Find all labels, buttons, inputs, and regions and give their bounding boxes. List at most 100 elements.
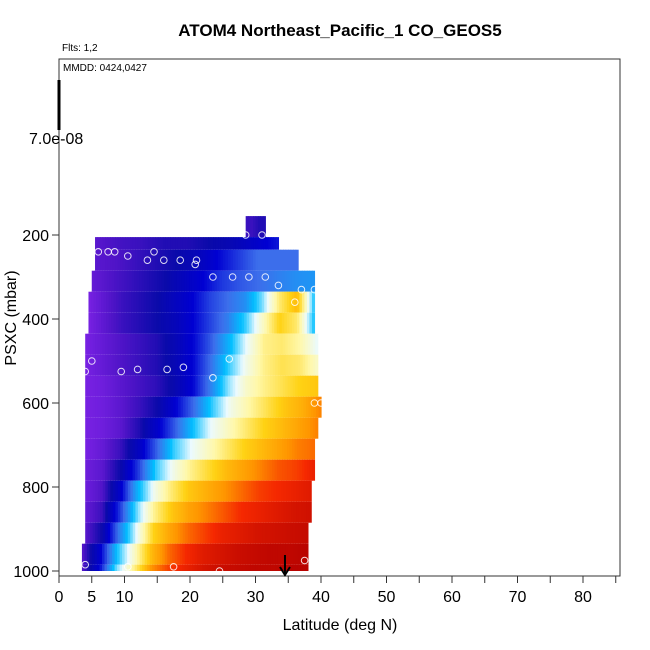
heatmap-cell [159,564,163,571]
heatmap-cell [162,564,166,571]
heatmap-cell [289,459,293,481]
heatmap-cell [145,417,149,439]
heatmap-cell [281,291,285,313]
heatmap-cell [105,249,109,271]
heatmap-cell [117,249,121,271]
heatmap-cell [92,522,96,544]
heatmap-cell [250,396,254,418]
heatmap-cell [222,333,226,355]
heatmap-cell [249,438,253,460]
heatmap-cell [122,480,126,502]
heatmap-cell [170,333,174,355]
heatmap-cell [207,459,211,481]
heatmap-cell [195,249,199,271]
heatmap-cell [122,438,126,460]
heatmap-cell [127,333,131,355]
heatmap-cell [248,396,252,418]
heatmap-cell [307,417,311,439]
heatmap-cell [220,522,224,544]
heatmap-cell [266,270,271,292]
heatmap-cell [297,375,301,397]
heatmap-cell [265,375,269,397]
heatmap-cell [232,354,236,376]
heatmap-cell [253,501,257,523]
heatmap-cell [240,249,244,271]
heatmap-cell [130,438,134,460]
heatmap-cell [90,333,94,355]
heatmap-cell [120,396,124,418]
heatmap-cell [127,501,131,523]
heatmap-cell [301,270,306,292]
y-axis-label: PSXC (mbar) [3,270,20,365]
heatmap-cell [120,522,124,544]
heatmap-cell [163,312,167,334]
heatmap-cell [192,249,196,271]
heatmap-cell [191,291,195,313]
heatmap-cell [207,249,211,271]
heatmap-cell [240,375,244,397]
heatmap-cell [245,501,249,523]
heatmap-cell [275,354,279,376]
heatmap-cell [147,354,151,376]
heatmap-cell [265,501,270,523]
heatmap-cell [270,564,274,571]
heatmap-cell [260,375,264,397]
heatmap-cell [180,354,184,376]
heatmap-cell [214,459,218,481]
heatmap-cell [215,480,219,502]
heatmap-cell [294,312,298,334]
heatmap-cell [134,564,138,571]
heatmap-cell [125,354,129,376]
data-point-marker [300,556,309,565]
heatmap-cell [99,270,103,292]
heatmap-cell [132,375,136,397]
heatmap-cell [285,543,289,565]
chart-title: ATOM4 Northeast_Pacific_1 CO_GEOS5 [178,21,501,40]
heatmap-cell [235,522,239,544]
heatmap-cell [262,216,266,238]
heatmap-cell [181,270,185,292]
heatmap-cell [213,501,217,523]
heatmap-cell [132,333,136,355]
heatmap-cell [276,312,280,334]
heatmap-cell [187,438,191,460]
heatmap-cell [239,438,243,460]
heatmap-cell [265,333,269,355]
heatmap-cell [97,333,101,355]
heatmap-cell [85,354,89,376]
heatmap-cell [167,522,171,544]
heatmap-cell [249,270,253,292]
heatmap-cell [265,543,269,565]
heatmap-cell [245,522,249,544]
heatmap-cell [277,354,281,376]
heatmap-cell [200,480,204,502]
heatmap-cell [93,291,97,313]
heatmap-cell [305,564,309,571]
heatmap-cell [225,543,229,565]
heatmap-cell [92,438,96,460]
heatmap-cell [257,249,262,271]
heatmap-cell [135,354,139,376]
heatmap-cell [113,312,117,334]
heatmap-cell [193,480,197,502]
heatmap-cell [242,564,246,571]
heatmap-cell [205,396,209,418]
heatmap-cell [207,438,211,460]
heatmap-cell [207,417,211,439]
heatmap-cell [179,564,183,571]
heatmap-cell [225,417,229,439]
heatmap-cell [302,333,306,355]
heatmap-cell [205,417,209,439]
heatmap-cell [90,480,94,502]
heatmap-cell [260,333,264,355]
heatmap-cell [132,237,136,250]
heatmap-cell [117,564,121,571]
heatmap-cell [232,249,237,271]
heatmap-cell [209,270,213,292]
heatmap-cell [269,291,273,313]
heatmap-cell [112,375,116,397]
heatmap-cell [187,375,191,397]
heatmap-cell [112,333,116,355]
heatmap-cell [274,459,278,481]
heatmap-cell [247,438,251,460]
